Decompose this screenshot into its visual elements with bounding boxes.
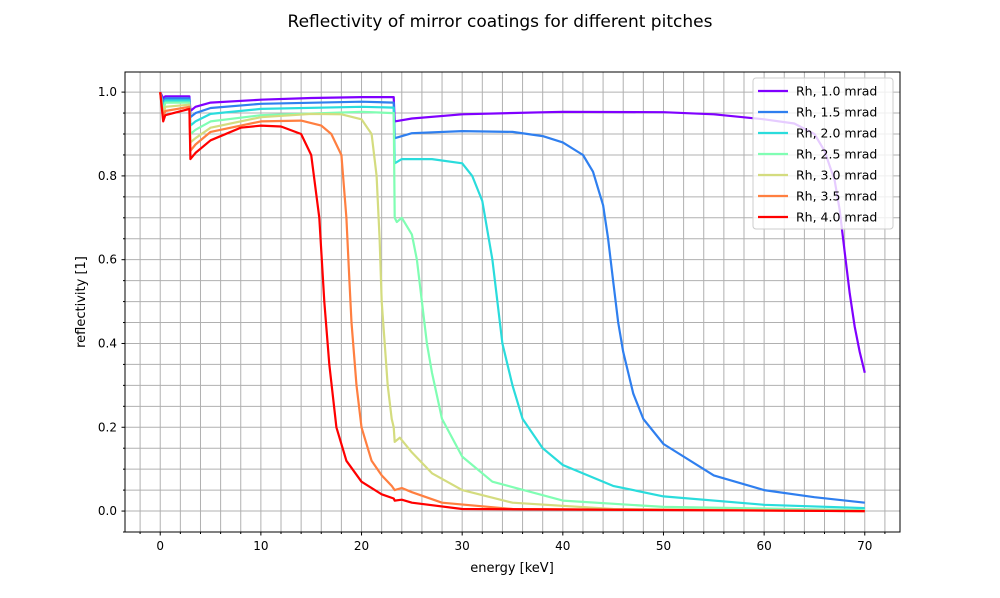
legend-label: Rh, 3.0 mrad — [796, 168, 877, 183]
x-tick-label: 60 — [756, 539, 771, 553]
x-tick-label: 0 — [156, 539, 164, 553]
legend-box — [752, 77, 894, 230]
y-tick-label: 1.0 — [98, 85, 117, 99]
y-tick-label: 0.6 — [98, 253, 117, 267]
legend-label: Rh, 1.5 mrad — [796, 105, 877, 120]
x-tick-label: 10 — [253, 539, 268, 553]
chart-title: Reflectivity of mirror coatings for diff… — [288, 12, 713, 32]
legend-label: Rh, 4.0 mrad — [796, 210, 877, 225]
series-line — [159, 91, 866, 374]
x-axis-label: energy [keV] — [470, 561, 554, 576]
series-line — [159, 91, 865, 513]
y-tick-label: 0.0 — [98, 504, 117, 518]
y-axis-label: reflectivity [1] — [74, 256, 89, 348]
x-tick-label: 30 — [455, 539, 470, 553]
series-line — [159, 91, 865, 513]
y-tick-label: 0.8 — [98, 169, 117, 183]
legend-label: Rh, 1.0 mrad — [796, 84, 877, 99]
x-tick-label: 70 — [857, 539, 872, 553]
x-tick-label: 40 — [555, 539, 570, 553]
series-line — [159, 91, 865, 504]
legend-label: Rh, 3.5 mrad — [796, 189, 877, 204]
legend: Rh, 1.0 mrad Rh, 1.5 mrad Rh, 2.0 mrad Rh, … — [752, 77, 894, 230]
series-line — [159, 91, 865, 510]
y-tick-label: 0.4 — [98, 336, 117, 350]
x-tick-label: 20 — [354, 539, 369, 553]
axes-frame — [124, 71, 901, 533]
y-tick-label: 0.2 — [98, 420, 117, 434]
x-tick-label: 50 — [656, 539, 671, 553]
legend-label: Rh, 2.0 mrad — [796, 126, 877, 141]
series-lines — [159, 91, 866, 513]
axis-ticks: 0 10 20 30 40 50 60 70 0.0 0.2 0.4 0.6 0.8 1.0 — [98, 85, 886, 553]
legend-label: Rh, 2.5 mrad — [796, 147, 877, 162]
